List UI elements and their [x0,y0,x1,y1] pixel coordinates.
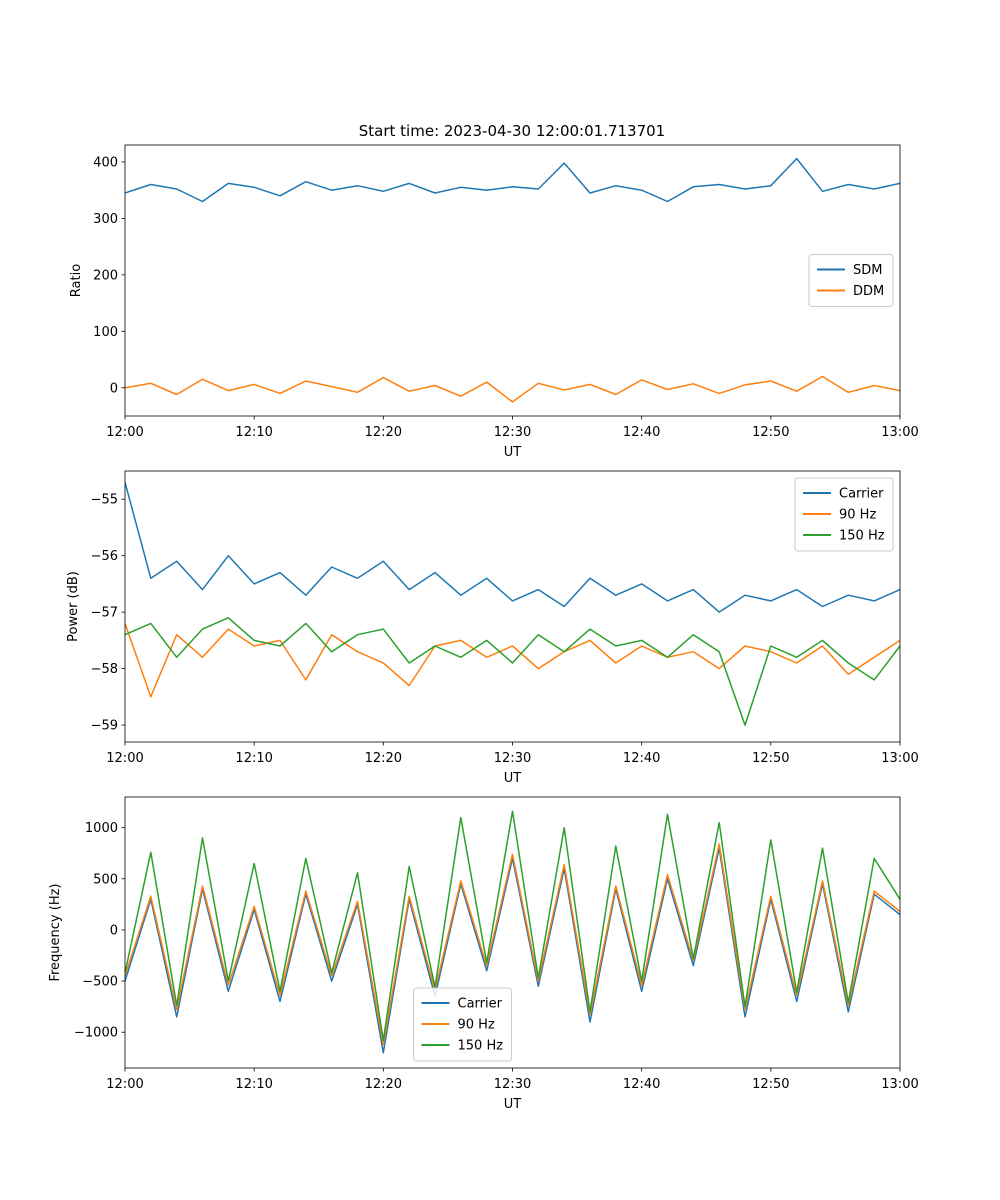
legend: Carrier 90 Hz 150 Hz [413,987,512,1062]
y-tick-label: −59 [91,719,118,734]
plot-frame [124,796,901,1069]
x-tick-label: 12:40 [623,751,660,766]
y-tick-label: 500 [93,872,118,887]
x-tick-label: 12:50 [752,425,789,440]
legend-label-carrier: Carrier [458,997,503,1012]
series-line-ddm [125,375,900,403]
y-tick-label: 300 [93,212,118,227]
plot-frame [124,470,901,743]
y-tick-label: 1000 [85,821,118,836]
chart-panel-3: 12:00 12:10 12:20 12:30 12:40 12:50 13:00 −1000… [48,796,919,1112]
y-tick-label: 200 [93,268,118,283]
legend-label-90-hz: 90 Hz [839,508,876,523]
x-tick-label: 12:50 [752,751,789,766]
x-tick-label: 12:40 [623,425,660,440]
series-line-sdm [125,157,900,203]
y-axis-label: Frequency (Hz) [48,883,63,981]
x-tick-label: 12:30 [494,751,531,766]
y-tick-label: −58 [91,662,118,677]
x-tick-label: 12:20 [365,1077,402,1092]
series-line-90-hz [125,623,900,698]
y-tick-label: −56 [91,549,118,564]
x-tick-label: 12:30 [494,425,531,440]
y-tick-label: 0 [110,381,118,396]
x-tick-label: 13:00 [881,751,918,766]
legend-label-ddm: DDM [853,284,884,299]
legend-label-carrier: Carrier [839,487,884,502]
y-tick-label: 0 [110,923,118,938]
x-axis-label: UT [504,771,522,786]
legend: Carrier 90 Hz 150 Hz [794,477,894,552]
y-tick-label: −55 [91,493,118,508]
x-tick-label: 12:20 [365,425,402,440]
x-tick-label: 12:10 [235,1077,272,1092]
x-tick-label: 12:40 [623,1077,660,1092]
series-line-carrier [125,847,900,1054]
x-tick-label: 12:00 [106,1077,143,1092]
series-line-150-hz [125,617,900,726]
legend: SDM DDM [808,254,894,307]
y-tick-label: 400 [93,155,118,170]
y-tick-label: 100 [93,325,118,340]
chart-panel-2: 12:00 12:10 12:20 12:30 12:40 12:50 13:00 −59 −5… [66,470,919,786]
x-tick-label: 12:30 [494,1077,531,1092]
legend-label-sdm: SDM [853,263,882,278]
legend-label-150-hz: 150 Hz [458,1039,504,1054]
y-axis-label: Ratio [69,264,84,297]
y-tick-label: −57 [91,606,118,621]
x-tick-label: 12:10 [235,751,272,766]
x-axis-label: UT [504,445,522,460]
figure-title: Start time: 2023-04-30 12:00:01.713701 [359,122,665,140]
x-tick-label: 13:00 [881,425,918,440]
series-line-carrier [125,482,900,613]
series-line-150-hz [125,810,900,1042]
x-tick-label: 12:50 [752,1077,789,1092]
legend-label-90-hz: 90 Hz [458,1018,495,1033]
x-tick-label: 12:10 [235,425,272,440]
x-tick-label: 12:00 [106,425,143,440]
legend-label-150-hz: 150 Hz [839,529,885,544]
x-tick-label: 12:00 [106,751,143,766]
y-tick-label: −500 [82,975,118,990]
series-line-90-hz [125,843,900,1046]
chart-panel-1: 12:00 12:10 12:20 12:30 12:40 12:50 13:00 0 100 2… [69,144,919,460]
y-tick-label: −1000 [74,1026,118,1041]
x-axis-label: UT [504,1097,522,1112]
x-tick-label: 13:00 [881,1077,918,1092]
x-tick-label: 12:20 [365,751,402,766]
charts-root: 12:00 12:10 12:20 12:30 12:40 12:50 13:00 0 100 2… [48,144,919,1112]
y-axis-label: Power (dB) [66,571,81,642]
